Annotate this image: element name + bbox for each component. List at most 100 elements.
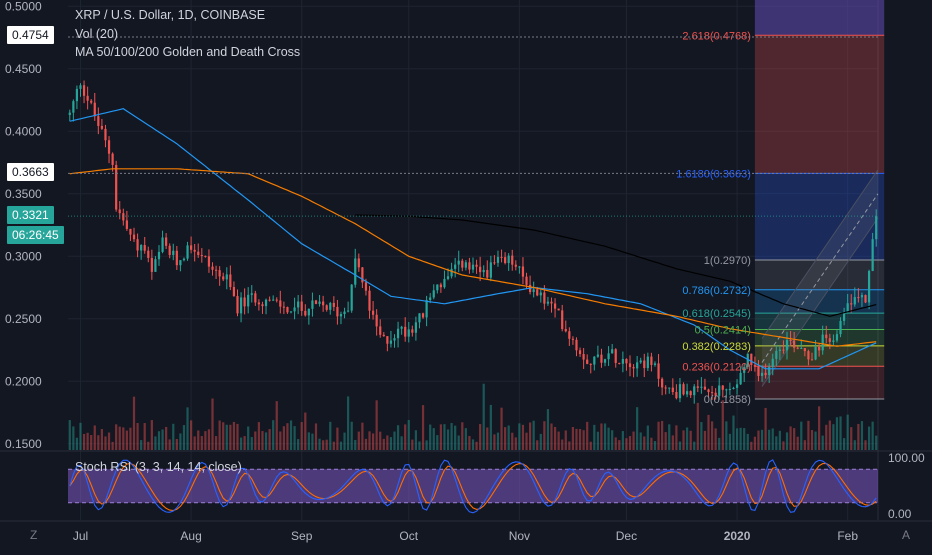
price-tick-label: 0.4500 xyxy=(5,62,42,76)
volume-bar xyxy=(714,428,717,450)
volume-bar xyxy=(368,431,371,450)
volume-bar xyxy=(757,430,760,450)
candle-body xyxy=(750,353,753,366)
volume-bar xyxy=(500,407,503,450)
volume-bar xyxy=(175,439,178,450)
candle-body xyxy=(75,88,79,102)
candle-body xyxy=(707,389,710,393)
candle-body xyxy=(382,334,385,337)
zoom-toggle-icon[interactable]: Z xyxy=(30,528,38,542)
candle-body xyxy=(468,262,471,270)
candle-body xyxy=(418,313,421,323)
candle-body xyxy=(871,239,874,271)
candle-body xyxy=(254,293,257,303)
auto-scale-toggle[interactable]: A xyxy=(902,528,911,542)
volume-bar xyxy=(678,441,682,450)
candle-body xyxy=(661,378,664,388)
candle-body xyxy=(675,392,678,399)
candle-body xyxy=(782,349,785,351)
volume-bar xyxy=(339,441,343,450)
volume-bar xyxy=(332,441,335,450)
volume-bar xyxy=(775,436,778,450)
volume-bar xyxy=(661,420,664,450)
candle-body xyxy=(521,266,525,277)
volume-bar xyxy=(232,421,236,450)
volume-bar xyxy=(650,437,653,450)
volume-bar xyxy=(618,440,621,450)
volume-bar xyxy=(150,420,153,450)
candle-body xyxy=(586,359,589,364)
volume-bar xyxy=(518,423,521,450)
price-marker-fib-1618: 0.3663 xyxy=(7,163,54,181)
candle-body xyxy=(764,372,767,376)
volume-bar xyxy=(821,435,824,450)
candle-body xyxy=(411,329,414,333)
volume-bar xyxy=(425,440,428,450)
time-tick-label: Sep xyxy=(291,529,313,543)
candle-body xyxy=(668,387,671,389)
volume-bar xyxy=(578,429,582,450)
volume-bar xyxy=(143,423,146,450)
candle-body xyxy=(614,349,617,363)
volume-bar xyxy=(832,424,835,450)
volume-bar xyxy=(596,431,599,450)
candle-body xyxy=(293,307,296,312)
candle-body xyxy=(550,301,553,304)
candle-body xyxy=(664,387,667,389)
candle-body xyxy=(496,256,500,263)
volume-bar xyxy=(707,414,710,450)
candle-body xyxy=(710,392,714,394)
volume-bar xyxy=(664,432,667,450)
candle-body xyxy=(696,386,699,388)
fib-level-label: 0.786(0.2732) xyxy=(682,285,751,297)
candle-body xyxy=(314,300,318,304)
candle-body xyxy=(136,239,139,251)
volume-bar xyxy=(657,421,660,450)
volume-legend[interactable]: Vol (20) xyxy=(75,27,119,41)
candle-body xyxy=(789,340,792,342)
volume-bar xyxy=(525,432,528,450)
volume-bar xyxy=(336,427,339,450)
price-tick-label: 0.3500 xyxy=(5,187,42,201)
volume-bar xyxy=(543,421,546,450)
ma-legend[interactable]: MA 50/100/200 Golden and Death Cross xyxy=(75,45,301,59)
volume-bar xyxy=(514,437,517,450)
candle-body xyxy=(304,310,307,316)
candle-body xyxy=(436,284,439,291)
volume-bar xyxy=(850,427,853,450)
volume-bar xyxy=(682,430,685,450)
candle-body xyxy=(354,258,357,285)
volume-bar xyxy=(286,423,289,450)
volume-bar xyxy=(600,423,603,450)
candle-body xyxy=(150,257,153,272)
volume-bar xyxy=(732,415,735,450)
candle-body xyxy=(322,301,325,306)
candle-body xyxy=(90,100,93,103)
stoch-rsi-pane[interactable] xyxy=(68,459,878,514)
volume-bar xyxy=(111,441,114,450)
candle-body xyxy=(104,128,107,141)
volume-bar xyxy=(418,441,421,450)
candle-body xyxy=(825,334,828,339)
volume-bar xyxy=(122,427,125,450)
candle-body xyxy=(636,362,639,369)
candle-body xyxy=(282,306,285,308)
candle-body xyxy=(546,301,550,304)
candle-body xyxy=(728,389,732,391)
candle-body xyxy=(232,287,236,297)
candle-body xyxy=(147,250,150,258)
candle-body xyxy=(471,264,475,270)
candle-body xyxy=(507,255,510,264)
volume-bar xyxy=(718,437,721,450)
stoch-legend[interactable]: Stoch RSI (3, 3, 14, 14, close) xyxy=(75,460,242,474)
volume-bar xyxy=(461,422,464,450)
candle-body xyxy=(289,311,293,313)
volume-bar xyxy=(521,424,525,450)
volume-bar xyxy=(739,427,742,450)
price-level-dashes xyxy=(68,36,878,217)
volume-bar xyxy=(571,426,575,450)
candle-body xyxy=(600,354,603,363)
volume-bar xyxy=(586,421,589,450)
